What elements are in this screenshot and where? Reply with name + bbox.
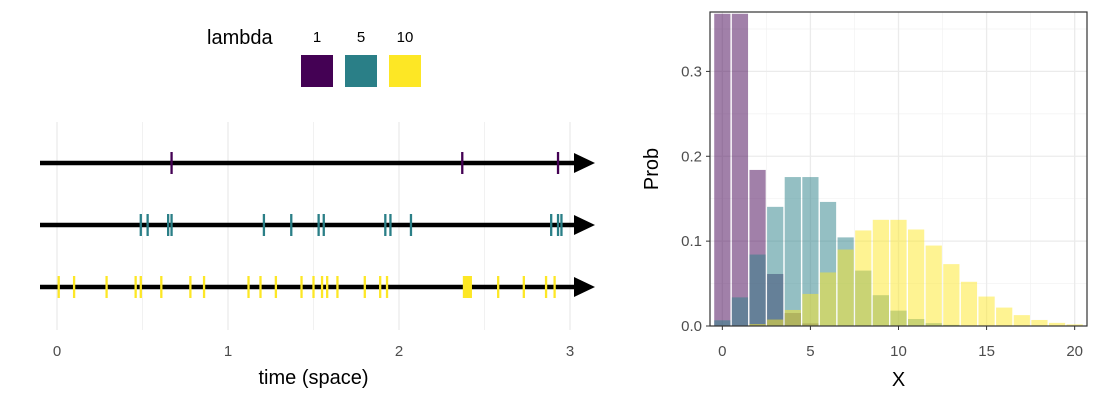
histogram-x-tick-label: 20 (1066, 343, 1083, 360)
timeline-x-tick-label: 3 (566, 343, 574, 360)
histogram-y-tick-label: 0.0 (681, 318, 702, 335)
histogram-bar (802, 177, 819, 326)
histogram-bar (1048, 322, 1066, 326)
histogram-bar (1031, 319, 1048, 326)
histogram-bar (802, 293, 819, 326)
timeline-arrowhead (574, 277, 595, 297)
timeline-arrowhead (574, 153, 595, 173)
legend-label: 10 (397, 29, 414, 46)
histogram-bar (960, 281, 978, 326)
legend-swatch (301, 55, 333, 87)
legend: lambda 1 5 10 (207, 27, 421, 87)
legend-label: 1 (313, 29, 321, 46)
histogram-bar (855, 230, 872, 326)
histogram-bar (731, 297, 749, 326)
histogram-x-axis-title: X (892, 369, 905, 391)
histogram-bar (837, 249, 854, 326)
histogram-y-tick-label: 0.1 (681, 233, 702, 250)
histogram-x-tick-label: 15 (978, 343, 995, 360)
histogram-bar (714, 13, 731, 326)
histogram-bar (1066, 324, 1083, 326)
histogram-bar (714, 320, 731, 326)
histogram-bar (872, 219, 889, 326)
timeline-x-tick-label: 0 (53, 343, 61, 360)
legend-label: 5 (357, 29, 365, 46)
histogram-bar (1013, 315, 1030, 326)
histogram-bar (943, 264, 960, 326)
legend-title: lambda (207, 27, 273, 49)
histogram-y-axis-title: Prob (641, 148, 663, 190)
timeline-x-tick-label: 1 (224, 343, 232, 360)
histogram-bar (819, 272, 837, 326)
histogram-bar (890, 219, 907, 326)
histogram-x-tick-label: 0 (718, 343, 726, 360)
histogram-y-tick-label: 0.2 (681, 148, 702, 165)
histogram-panel: 0 5 10 15 20 0.0 0.1 0.2 0.3 X Prob (641, 11, 1088, 391)
histogram-bar (978, 296, 995, 326)
histogram-bar (749, 254, 766, 326)
timeline-arrowhead (574, 215, 595, 235)
histogram-bar (908, 229, 925, 326)
histogram-bar (784, 309, 801, 326)
timeline-x-axis-title: time (space) (258, 367, 368, 389)
histogram-x-tick-label: 10 (890, 343, 907, 360)
histogram-bar (767, 319, 784, 326)
histogram-bar (925, 245, 942, 326)
legend-swatch (389, 55, 421, 87)
legend-swatch (345, 55, 377, 87)
histogram-bar (767, 206, 784, 326)
histogram-bar (996, 307, 1013, 326)
timeline-panel: 0 1 2 3 time (space) lambda 1 5 10 (40, 27, 595, 389)
histogram-x-tick-label: 5 (806, 343, 814, 360)
histogram-y-tick-label: 0.3 (681, 63, 702, 80)
histogram-bar (731, 13, 749, 326)
timeline-x-tick-label: 2 (395, 343, 403, 360)
histogram-bar (749, 324, 766, 326)
histogram-bar (784, 177, 801, 326)
